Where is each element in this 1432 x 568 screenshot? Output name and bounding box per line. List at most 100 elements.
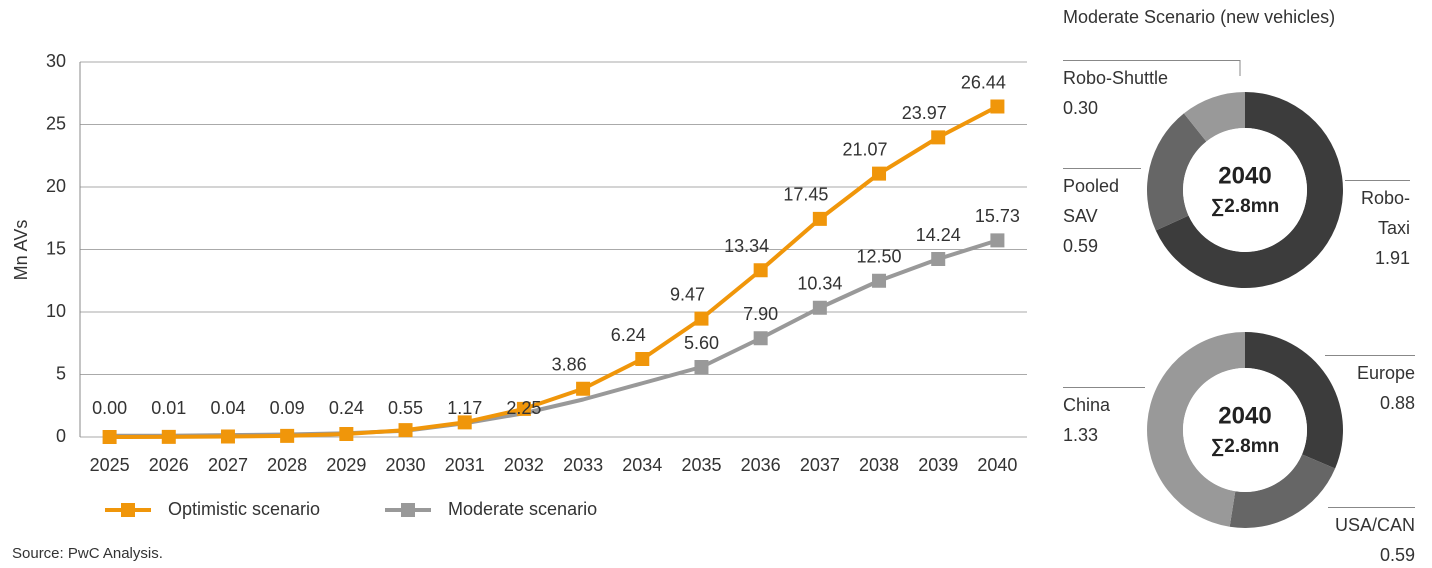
data-label: 26.44 [961, 72, 1006, 92]
donut-center-title: 2040 [1218, 402, 1271, 429]
data-label: 15.73 [975, 206, 1020, 226]
donut-category: Pooled SAV [1063, 176, 1120, 226]
donut-label: Robo-Taxi 1.91 [1345, 180, 1410, 273]
donut-hole [1183, 128, 1307, 252]
data-label: 9.47 [670, 284, 705, 304]
y-axis-label: Mn AVs [11, 220, 31, 281]
data-label: 0.04 [210, 398, 245, 418]
y-tick-label: 0 [56, 426, 66, 446]
marker [161, 429, 176, 444]
donut-category: Robo-Shuttle [1063, 68, 1169, 88]
marker [102, 430, 117, 444]
y-tick-label: 20 [46, 176, 66, 196]
y-tick-label: 5 [56, 363, 66, 383]
data-label: 2.25 [506, 398, 541, 418]
marker [753, 263, 768, 278]
data-label: 23.97 [902, 103, 947, 123]
donut-value: 0.88 [1379, 393, 1415, 413]
marker [457, 415, 472, 430]
donut-value: 1.33 [1063, 425, 1099, 445]
donut-category: Europe [1356, 363, 1415, 383]
data-label: 5.60 [684, 333, 719, 353]
x-tick-label: 2026 [149, 455, 189, 475]
data-label: 0.09 [270, 398, 305, 418]
x-tick-label: 2036 [741, 455, 781, 475]
data-label: 21.07 [843, 139, 888, 159]
donut-center-title: 2040 [1218, 162, 1271, 189]
marker [990, 233, 1005, 248]
donut-segment [1245, 332, 1343, 469]
marker [990, 99, 1005, 114]
data-label: 7.90 [743, 304, 778, 324]
marker [635, 352, 650, 366]
marker [398, 423, 413, 438]
donut-label: Pooled SAV 0.59 [1063, 168, 1141, 261]
marker [220, 429, 235, 444]
y-tick-label: 10 [46, 301, 66, 321]
x-tick-label: 2029 [326, 455, 366, 475]
x-tick-label: 2028 [267, 455, 307, 475]
marker [812, 211, 827, 226]
data-label: 0.55 [388, 398, 423, 418]
donut-title: Moderate Scenario (new vehicles) [1063, 7, 1335, 27]
data-label: 3.86 [552, 355, 587, 375]
legend-marker [401, 503, 415, 517]
x-tick-label: 2032 [504, 455, 544, 475]
donut-segment [1146, 113, 1207, 231]
donut-segment [1183, 92, 1245, 142]
donut-segment [1155, 92, 1343, 289]
marker [516, 401, 531, 416]
x-tick-label: 2037 [800, 455, 840, 475]
x-tick-label: 2038 [859, 455, 899, 475]
data-label: 17.45 [783, 185, 828, 205]
series-line [109, 104, 999, 439]
donut-segment [1147, 332, 1245, 527]
data-label: 13.34 [724, 236, 769, 256]
data-label: 14.24 [916, 225, 961, 245]
y-tick-label: 15 [46, 238, 66, 258]
x-tick-label: 2033 [563, 455, 603, 475]
x-tick-label: 2039 [918, 455, 958, 475]
marker [694, 311, 709, 326]
marker [280, 428, 295, 443]
legend-marker [121, 503, 135, 517]
x-tick-label: 2035 [681, 455, 721, 475]
data-label: 12.50 [857, 247, 902, 267]
data-label: 0.00 [92, 398, 127, 418]
donut-category: USA/CAN [1334, 515, 1415, 535]
x-tick-label: 2025 [90, 455, 130, 475]
donut-label: USA/CAN 0.59 [1328, 507, 1415, 568]
x-tick-label: 2031 [445, 455, 485, 475]
marker [931, 252, 946, 266]
donut-segment [1229, 454, 1336, 528]
data-label: 6.24 [611, 325, 646, 345]
legend-label: Optimistic scenario [168, 499, 320, 519]
data-label: 0.01 [151, 398, 186, 418]
donut-category: Robo-Taxi [1360, 188, 1410, 238]
data-label: 1.17 [447, 398, 482, 418]
source: Source: PwC Analysis. [12, 545, 163, 562]
marker [339, 427, 354, 441]
marker [812, 300, 827, 315]
donut-value: 0.59 [1063, 236, 1099, 256]
donut-value: 0.30 [1063, 98, 1099, 118]
donut-label: China 1.33 [1063, 387, 1145, 450]
x-tick-label: 2034 [622, 455, 662, 475]
legend-label: Moderate scenario [448, 499, 597, 519]
data-label: 0.24 [329, 398, 364, 418]
marker [872, 166, 887, 181]
marker [931, 130, 946, 145]
y-tick-label: 25 [46, 113, 66, 133]
x-tick-label: 2030 [386, 455, 426, 475]
donut-center-label: ∑2.8mn [1211, 196, 1279, 217]
donut-center-label: ∑2.8mn [1211, 436, 1279, 457]
x-tick-label: 2027 [208, 455, 248, 475]
donut-category: China [1063, 395, 1111, 415]
marker [753, 331, 768, 346]
donut-hole [1183, 368, 1307, 492]
donut-value: 1.91 [1374, 248, 1410, 268]
donut-label: Robo-Shuttle 0.30 [1063, 60, 1240, 123]
donut-label: Europe 0.88 [1325, 355, 1415, 418]
